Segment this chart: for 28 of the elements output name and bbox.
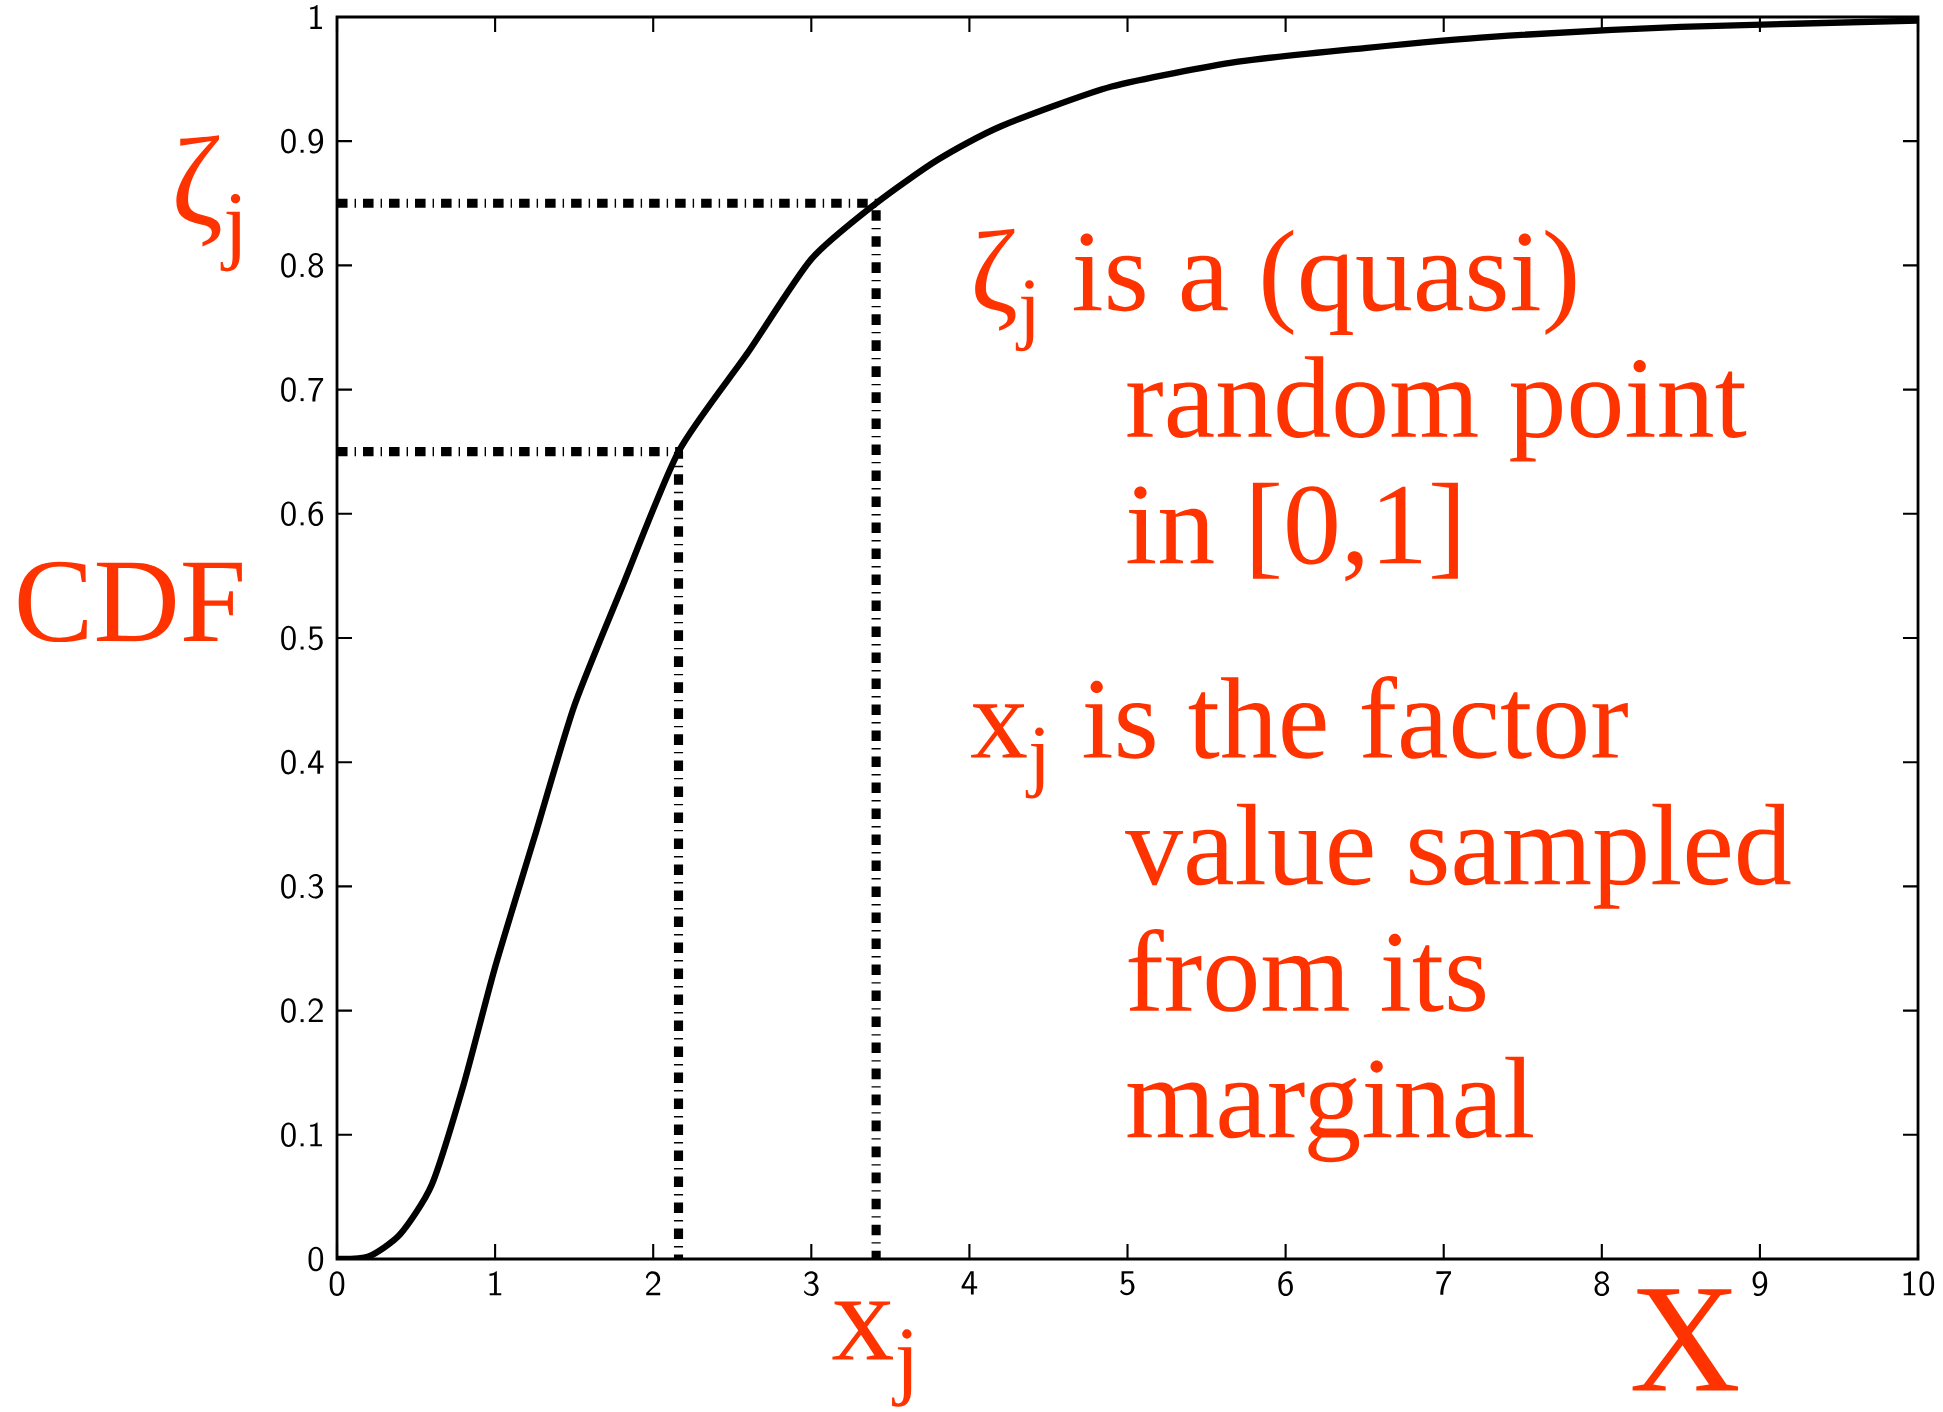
x-axis-title: X xyxy=(1632,1289,1739,1391)
x-tick-label: 4 xyxy=(961,1271,978,1295)
x-tick-label: 1 xyxy=(489,1271,502,1296)
x-tick-label: 9 xyxy=(1752,1271,1768,1297)
y-tick-label: 0.1 xyxy=(281,1122,322,1148)
y-tick-label: 0 xyxy=(308,1246,324,1272)
y-tick-label: 0.4 xyxy=(281,749,324,775)
x-tick-label: 0 xyxy=(329,1271,345,1297)
annotation: ζ$_{j}$ xyxy=(176,135,241,272)
annotation: ζ$_{j}$ is a (quasi) random point in [0,1] xyxy=(975,228,1747,582)
y-tick-label: 0.7 xyxy=(281,377,324,402)
y-tick-label: 0.3 xyxy=(281,874,324,899)
x-tick-label: 10 xyxy=(1903,1271,1935,1297)
y-tick-label: 0.8 xyxy=(281,253,324,278)
x-tick-label: 7 xyxy=(1436,1271,1452,1295)
annotation: x$_{j}$ is the factor value sampled from its marginal xyxy=(971,675,1791,1163)
x-tick-label: 3 xyxy=(804,1271,819,1297)
y-axis-title: CDF xyxy=(18,561,242,643)
y-tick-label: 0.2 xyxy=(281,998,323,1023)
x-tick-label: 8 xyxy=(1594,1271,1610,1297)
x-tick-label: 2 xyxy=(645,1271,661,1296)
y-tick-label: 0.9 xyxy=(281,128,324,154)
x-tick-label: 5 xyxy=(1120,1271,1135,1296)
annotation: x$_{j}$ xyxy=(832,1301,912,1407)
y-tick-label: 0.5 xyxy=(281,625,323,651)
y-tick-label: 0.6 xyxy=(281,501,324,527)
x-tick-label: 6 xyxy=(1278,1271,1293,1297)
y-tick-label: 1 xyxy=(310,5,322,29)
